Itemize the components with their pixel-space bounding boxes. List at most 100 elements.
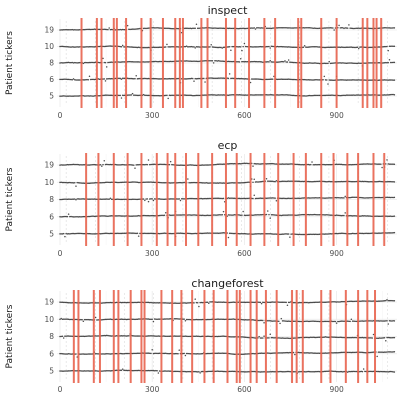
data-point bbox=[271, 94, 274, 96]
data-point bbox=[139, 318, 141, 320]
data-point bbox=[204, 27, 206, 29]
data-point bbox=[318, 62, 321, 65]
data-point bbox=[230, 162, 232, 165]
data-point bbox=[61, 95, 64, 97]
panel-title: ecp bbox=[218, 139, 238, 152]
data-point bbox=[82, 335, 85, 337]
data-point bbox=[297, 337, 300, 339]
data-point bbox=[362, 300, 365, 302]
data-point bbox=[185, 352, 188, 355]
data-point bbox=[177, 232, 179, 234]
data-point bbox=[278, 320, 280, 322]
data-point bbox=[383, 320, 386, 322]
data-point bbox=[388, 320, 391, 322]
data-point bbox=[180, 232, 183, 235]
data-point bbox=[259, 27, 262, 29]
data-point bbox=[219, 335, 221, 338]
data-point bbox=[322, 197, 324, 199]
data-point bbox=[168, 302, 171, 304]
data-point bbox=[306, 62, 308, 64]
data-point bbox=[313, 27, 316, 29]
data-point bbox=[169, 46, 172, 48]
data-point bbox=[233, 318, 236, 320]
data-point bbox=[188, 214, 190, 216]
data-point bbox=[281, 45, 284, 48]
data-point bbox=[157, 198, 160, 200]
data-point bbox=[377, 320, 380, 322]
data-point bbox=[104, 163, 107, 166]
data-point bbox=[242, 371, 244, 373]
data-point bbox=[99, 233, 102, 235]
data-point bbox=[284, 180, 286, 182]
data-point bbox=[305, 62, 307, 64]
data-point bbox=[241, 336, 243, 338]
data-point bbox=[93, 46, 96, 48]
data-point bbox=[102, 78, 104, 80]
data-point bbox=[306, 27, 308, 29]
data-point bbox=[353, 300, 355, 303]
data-point bbox=[146, 198, 149, 200]
data-point bbox=[208, 352, 210, 355]
data-point bbox=[160, 181, 162, 184]
data-point bbox=[200, 232, 203, 235]
data-point bbox=[89, 95, 92, 97]
data-point bbox=[343, 351, 345, 354]
data-point bbox=[61, 62, 64, 64]
data-point bbox=[178, 318, 180, 320]
data-point bbox=[268, 162, 270, 165]
data-point bbox=[310, 213, 312, 216]
data-point bbox=[70, 215, 72, 218]
data-point bbox=[184, 335, 187, 337]
data-point bbox=[195, 94, 198, 97]
data-point bbox=[157, 302, 160, 304]
data-point bbox=[108, 77, 110, 80]
data-point bbox=[220, 370, 222, 373]
data-point bbox=[189, 46, 192, 48]
data-point bbox=[193, 164, 195, 166]
data-point bbox=[364, 197, 366, 199]
data-point bbox=[355, 27, 358, 30]
data-point bbox=[389, 351, 392, 353]
data-point bbox=[294, 337, 296, 339]
data-point bbox=[69, 46, 71, 48]
data-point bbox=[313, 197, 316, 199]
data-point bbox=[267, 197, 269, 199]
data-point bbox=[252, 197, 254, 200]
data-point bbox=[305, 95, 307, 97]
data-point bbox=[279, 337, 281, 339]
data-point bbox=[157, 60, 160, 63]
data-point bbox=[316, 214, 318, 216]
data-point bbox=[216, 77, 219, 79]
data-point bbox=[199, 335, 201, 338]
data-point bbox=[274, 301, 276, 303]
data-point bbox=[364, 27, 366, 29]
data-point bbox=[77, 198, 80, 200]
data-point bbox=[380, 215, 382, 217]
data-point bbox=[185, 27, 188, 29]
data-point bbox=[92, 46, 94, 48]
data-point bbox=[282, 370, 285, 373]
data-point bbox=[348, 94, 350, 96]
data-point bbox=[139, 94, 141, 97]
data-point bbox=[74, 163, 76, 166]
data-point bbox=[137, 214, 140, 217]
data-point bbox=[114, 318, 117, 321]
data-point bbox=[60, 335, 62, 338]
data-point bbox=[265, 197, 268, 199]
data-point bbox=[171, 214, 173, 216]
data-point bbox=[230, 232, 232, 235]
data-point bbox=[260, 337, 263, 339]
data-point bbox=[301, 180, 303, 183]
data-point bbox=[93, 198, 96, 200]
data-point bbox=[145, 27, 147, 30]
data-point bbox=[216, 335, 219, 338]
data-point bbox=[66, 335, 69, 337]
data-point bbox=[367, 197, 370, 199]
data-point bbox=[386, 215, 388, 217]
data-point bbox=[317, 94, 319, 97]
data-point bbox=[308, 301, 311, 304]
data-point bbox=[72, 198, 75, 200]
x-tick-label: 600 bbox=[237, 111, 252, 120]
data-point bbox=[123, 77, 125, 79]
data-point bbox=[123, 61, 125, 63]
